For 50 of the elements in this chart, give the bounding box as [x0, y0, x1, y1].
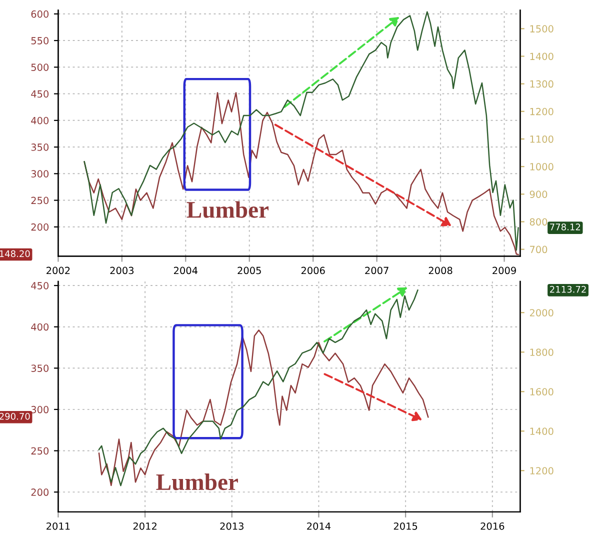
y-tick-label: 250 [31, 196, 49, 204]
y2-tick-label: 1400 [530, 428, 554, 435]
y-tick-label: 200 [31, 488, 49, 496]
y2-tick-label: 1200 [530, 467, 554, 474]
y-tick-label: 400 [31, 323, 49, 331]
y-tick-label: 500 [31, 64, 49, 71]
y-tick-label: 350 [31, 144, 49, 151]
x-tick-label: 2005 [238, 266, 261, 274]
y2-tick-label: 1000 [530, 163, 554, 170]
y2-tick-label: 700 [530, 246, 548, 254]
x-tick-label: 2013 [220, 522, 244, 530]
text: 778.12 [550, 224, 580, 230]
y2-tick-label: 1300 [530, 80, 554, 88]
x-tick-label: 2011 [46, 522, 70, 530]
y2-tick-label: 1800 [530, 348, 554, 356]
y-tick-label: 300 [31, 406, 49, 414]
line-series [84, 11, 519, 251]
y-tick-label: 400 [31, 116, 49, 124]
x-tick-label: 2003 [110, 266, 134, 274]
x-tick-label: 2002 [46, 266, 70, 274]
x-tick-label: 2016 [480, 522, 504, 530]
y2-tick-label: 1100 [530, 135, 554, 143]
text: 2113.72 [550, 286, 586, 293]
y-tick-label: 600 [31, 10, 49, 18]
y2-tick-label: 1600 [530, 388, 554, 396]
x-tick-label: 2008 [428, 266, 452, 274]
y2-tick-label: 900 [530, 190, 548, 198]
x-tick-label: 2015 [394, 522, 418, 530]
y-tick-label: 550 [31, 37, 49, 44]
y-tick-label: 200 [31, 223, 49, 231]
y2-tick-label: 800 [530, 218, 548, 226]
y-tick-label: 300 [31, 170, 49, 178]
x-tick-label: 2004 [174, 266, 198, 274]
x-tick-label: 2009 [492, 266, 516, 274]
y2-tick-label: 2000 [530, 309, 554, 316]
series-label: Lumber [186, 201, 269, 218]
y-tick-label: 250 [31, 447, 49, 455]
series-label: Lumber [156, 474, 238, 490]
y2-tick-label: 1400 [530, 52, 554, 60]
y-tick-label: 350 [31, 364, 49, 372]
y-tick-label: 450 [31, 282, 49, 290]
line-series [84, 92, 519, 256]
y-tick-label: 450 [31, 90, 49, 98]
y2-tick-label: 1200 [530, 108, 554, 116]
x-tick-label: 2014 [307, 522, 331, 530]
y2-tick-label: 1500 [530, 25, 554, 32]
x-tick-label: 2006 [301, 266, 325, 274]
x-tick-label: 2012 [133, 522, 156, 530]
text: 148.20 [0, 250, 30, 258]
x-tick-label: 2007 [365, 266, 388, 274]
